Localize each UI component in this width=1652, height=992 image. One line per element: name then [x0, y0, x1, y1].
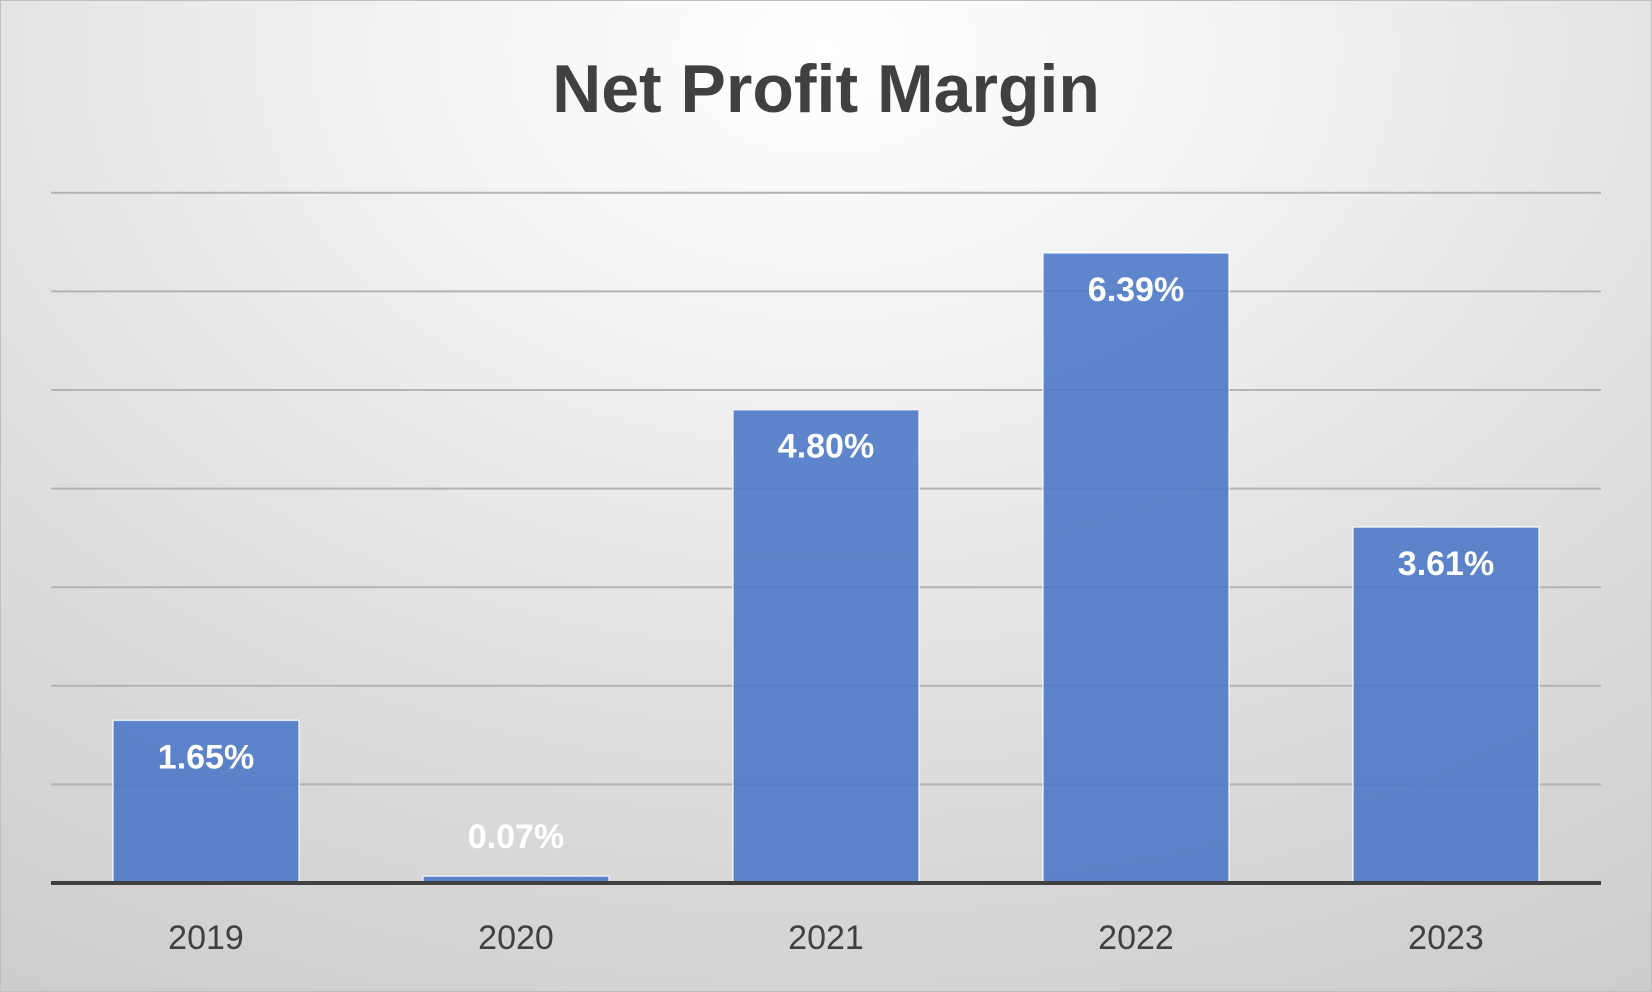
chart-title: Net Profit Margin [552, 51, 1100, 127]
data-label: 0.07% [468, 818, 564, 856]
bar-2021 [732, 408, 920, 884]
x-tick-label: 2023 [1408, 919, 1484, 957]
bar-2023 [1352, 526, 1540, 884]
data-label: 4.80% [778, 428, 874, 466]
data-label: 1.65% [158, 738, 254, 776]
data-label: 6.39% [1088, 271, 1184, 309]
data-label: 3.61% [1398, 545, 1494, 583]
x-tick-label: 2022 [1098, 919, 1174, 957]
bar-2022 [1042, 252, 1230, 884]
bar-2019 [112, 719, 300, 884]
x-tick-label: 2021 [788, 919, 864, 957]
x-tick-label: 2020 [478, 919, 554, 957]
x-tick-label: 2019 [168, 919, 244, 957]
